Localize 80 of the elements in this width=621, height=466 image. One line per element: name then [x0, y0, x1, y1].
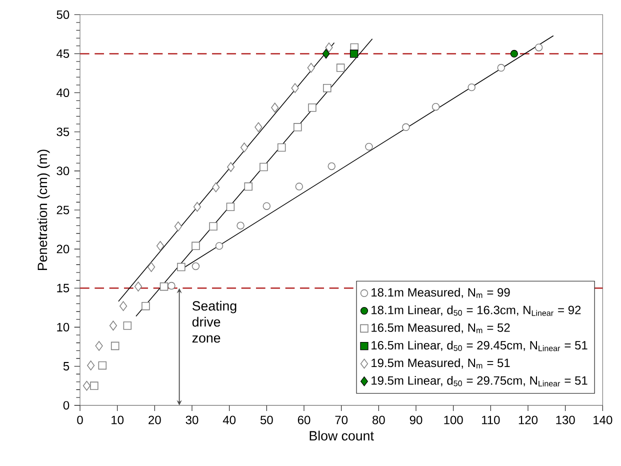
y-tick-label: 40	[56, 88, 70, 98]
point	[350, 50, 358, 58]
point	[192, 242, 200, 250]
point	[209, 222, 218, 231]
x-tick-label: 0	[77, 416, 83, 424]
point	[323, 84, 332, 92]
point	[226, 202, 235, 211]
x-tick-label: 120	[518, 416, 538, 424]
x-tick-label: 20	[148, 416, 161, 424]
point	[271, 102, 279, 113]
point	[193, 202, 202, 212]
point	[192, 262, 200, 270]
x-tick-label: 50	[260, 416, 273, 424]
point	[244, 182, 253, 191]
point	[215, 242, 224, 250]
point	[90, 382, 98, 390]
y-axis-title: Penetration (cm) (m)	[37, 150, 50, 270]
x-tick-label: 40	[222, 416, 236, 424]
point	[402, 123, 410, 132]
y-tick-label: 50	[56, 10, 70, 19]
point	[336, 64, 345, 72]
point	[82, 380, 91, 391]
point	[240, 142, 248, 152]
legend-label: 18.1m Measured, N$_{m}$ = 99	[372, 288, 510, 298]
point	[227, 162, 235, 172]
point	[325, 42, 333, 52]
point	[307, 62, 315, 73]
point	[534, 44, 543, 52]
y-tick-label: 45	[56, 50, 70, 58]
point	[294, 123, 302, 132]
point	[120, 301, 128, 312]
point	[468, 83, 476, 92]
point	[260, 162, 268, 172]
x-tick-label: 130	[556, 416, 575, 424]
y-tick-label: 20	[56, 244, 70, 254]
legend-label: 19.5m Measured, N$_{m}$ = 51	[372, 358, 510, 369]
y-tick-label: 25	[56, 206, 70, 214]
y-tick-label: 10	[57, 322, 70, 332]
legend-label: 18.1m Linear, d$_{50}$ = 16.3cm, N$_{Linear}$ = 92	[372, 305, 581, 316]
legend-label: 16.5m Measured, N$_{m}$ = 52	[372, 323, 510, 334]
legend-label: 19.5m Linear, d$_{50}$ = 29.75cm, N$_{Linear}$ = 51	[372, 376, 588, 386]
point	[109, 320, 118, 331]
point	[497, 64, 505, 72]
point	[177, 262, 186, 272]
point	[160, 282, 168, 291]
x-tick-label: 80	[372, 416, 385, 424]
point	[95, 341, 103, 351]
x-axis-title: Blow count	[310, 430, 374, 440]
point	[432, 102, 440, 111]
point	[98, 361, 107, 370]
y-tick-label: 30	[56, 166, 70, 176]
point	[308, 104, 316, 112]
y-tick-label: 0	[63, 401, 70, 410]
x-tick-label: 90	[410, 416, 422, 424]
x-tick-label: 60	[298, 416, 310, 424]
annotation: Seating drive zone	[192, 300, 236, 343]
point	[110, 342, 120, 350]
legend-label: 16.5m Linear, d$_{50}$ = 29.45cm, N$_{Linear}$ = 51	[372, 340, 588, 352]
y-tick-label: 15	[57, 284, 70, 292]
point	[212, 182, 220, 192]
x-tick-label: 100	[444, 416, 463, 424]
point	[87, 360, 95, 370]
point	[510, 50, 518, 58]
x-tick-label: 70	[335, 416, 348, 424]
point	[254, 122, 262, 132]
x-tick-label: 30	[186, 416, 198, 424]
point	[134, 282, 142, 292]
point	[142, 302, 150, 310]
point	[148, 262, 156, 272]
x-tick-label: 140	[594, 416, 612, 424]
point	[156, 240, 164, 251]
point	[277, 143, 286, 152]
y-tick-label: 35	[56, 128, 70, 136]
point	[291, 83, 299, 94]
x-tick-label: 110	[482, 416, 500, 424]
y-tick-label: 5	[63, 362, 70, 370]
point	[322, 48, 330, 59]
point	[174, 221, 182, 232]
point	[123, 321, 132, 330]
x-tick-label: 10	[112, 416, 124, 424]
